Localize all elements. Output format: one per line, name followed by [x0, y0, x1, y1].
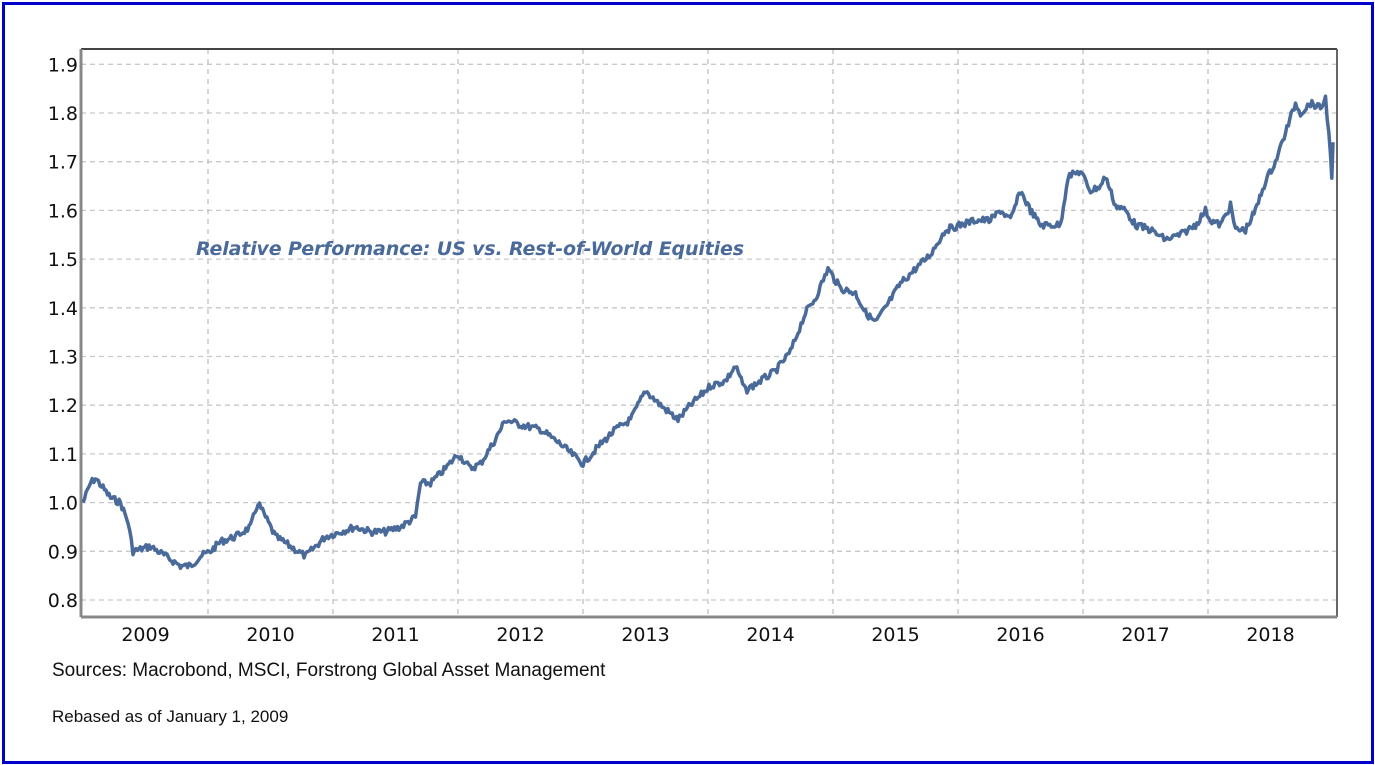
y-tick-label: 0.9: [48, 541, 78, 563]
x-tick-label: 2011: [371, 624, 419, 646]
x-tick-label: 2016: [996, 624, 1044, 646]
chart-title: Relative Performance: US vs. Rest-of-Wor…: [196, 238, 744, 260]
x-tick-label: 2018: [1246, 624, 1294, 646]
x-tick-label: 2012: [496, 624, 544, 646]
y-tick-label: 1.2: [48, 395, 78, 417]
axes: 0.8 0.9 1.0 1.1 1.2 1.3 1.4 1.5 1.6 1.7 1.8 1.9 2009…: [48, 48, 1338, 646]
x-tick-label: 2015: [871, 624, 919, 646]
y-tick-label: 1.9: [48, 54, 78, 76]
sources-note: Sources: Macrobond, MSCI, Forstrong Glob…: [52, 660, 606, 681]
y-tick-label: 1.1: [48, 444, 78, 466]
x-tick-label: 2017: [1121, 624, 1169, 646]
x-tick-label: 2013: [621, 624, 669, 646]
gridlines: [81, 49, 1337, 617]
rebased-note: Rebased as of January 1, 2009: [52, 707, 289, 726]
x-tick-label: 2014: [746, 624, 794, 646]
y-tick-label: 1.6: [48, 200, 78, 222]
x-tick-label: 2010: [246, 624, 294, 646]
y-tick-label: 1.7: [48, 152, 78, 174]
y-tick-label: 0.8: [48, 590, 78, 612]
y-tick-label: 1.8: [48, 103, 78, 125]
x-tick-label: 2009: [121, 624, 169, 646]
y-tick-label: 1.0: [48, 493, 78, 515]
y-tick-label: 1.4: [48, 298, 78, 320]
series: [81, 94, 1335, 571]
y-tick-label: 1.3: [48, 347, 78, 369]
y-tick-label: 1.5: [48, 249, 78, 271]
series-line: [81, 94, 1335, 571]
